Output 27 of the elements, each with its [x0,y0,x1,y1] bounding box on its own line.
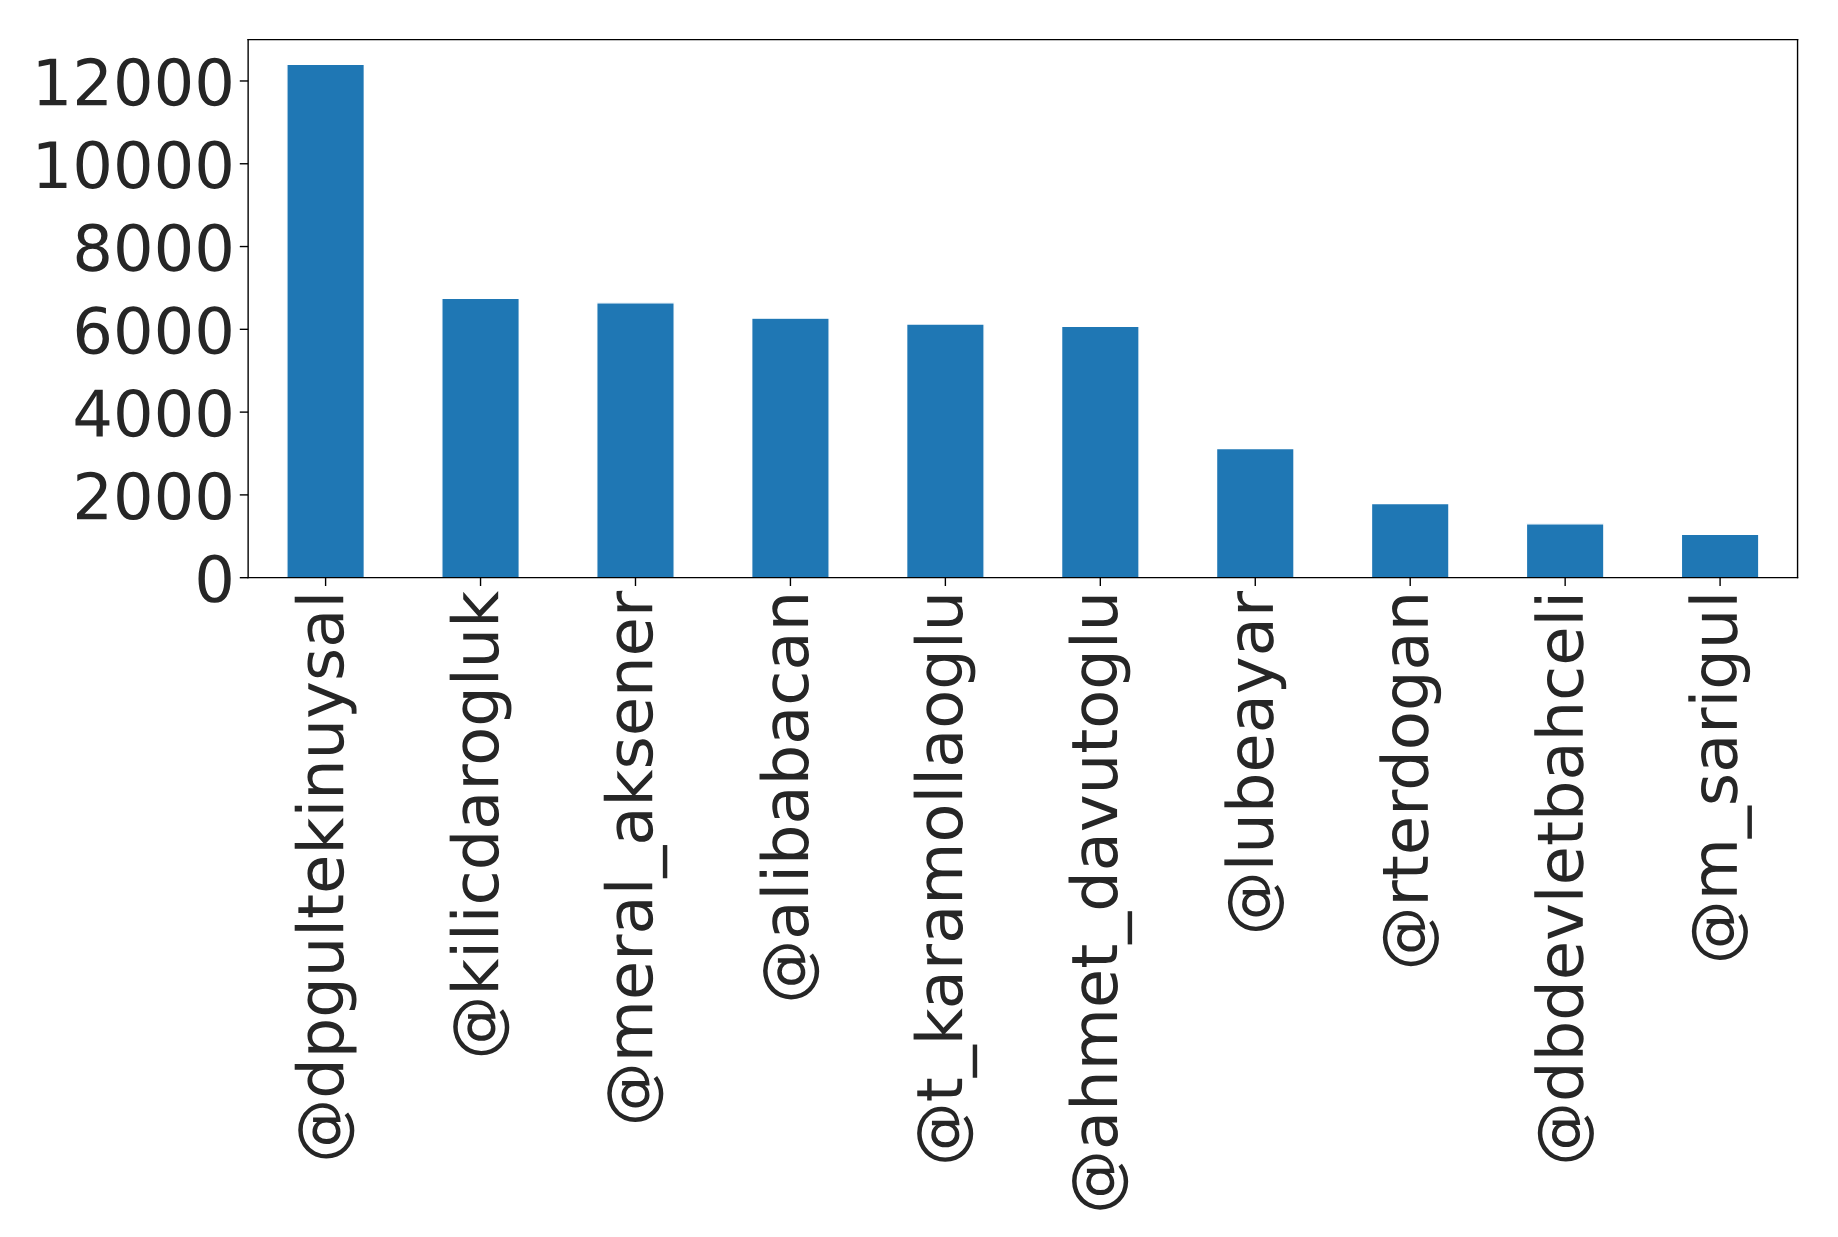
y-tick-label: 4000 [75,388,231,438]
x-tick-label: @alibabacan [759,596,820,1000]
bar [751,317,830,578]
y-tick-label: 0 [198,554,231,603]
y-tick-label: 12000 [38,57,231,107]
x-tick-label: @ahmet_davutoglu [1068,596,1133,1210]
y-tick-label: 8000 [76,223,231,272]
y-tick-label: 10000 [38,140,231,189]
bar [1370,502,1450,578]
bar [286,63,366,578]
bar [905,323,985,578]
bar [441,297,520,578]
bar [1680,533,1760,578]
bar [596,302,675,578]
bar [1525,523,1605,578]
x-tick-label: @rterdogan [1379,596,1442,967]
x-tick-label: @meral_aksener [603,590,668,1123]
y-tick-label: 2000 [77,471,231,521]
x-tick-label: @t_karamollaoglu [913,596,978,1162]
bar [1060,325,1140,578]
x-tick-label: @m_sarigul [1688,596,1752,960]
x-tick-label: @dpgultekinuysal [294,596,357,1159]
y-tick-label: 6000 [76,306,231,355]
x-tick-label: @kilicdarogluk [449,591,512,1056]
x-tick-label: @lubeayar [1224,590,1287,932]
x-tick-label: @dbdevletbahceli [1534,596,1594,1162]
bar [1215,447,1295,578]
